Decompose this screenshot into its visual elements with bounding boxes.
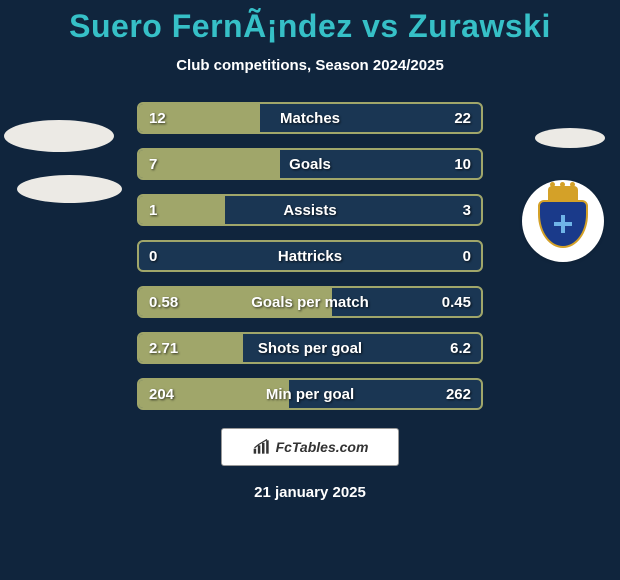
- branding-text: FcTables.com: [276, 439, 369, 455]
- stat-value-right: 22: [454, 104, 471, 132]
- stat-row: Goals7 10: [137, 148, 483, 180]
- stat-label: Matches: [139, 104, 481, 132]
- stat-label: Shots per goal: [139, 334, 481, 362]
- page-title: Suero FernÃ¡ndez vs Zurawski: [0, 8, 620, 45]
- stat-row: Shots per goal2.71 6.2: [137, 332, 483, 364]
- stat-value-left: 2.71: [149, 334, 178, 362]
- chart-icon: [252, 438, 272, 456]
- stat-label: Goals: [139, 150, 481, 178]
- footer-date: 21 january 2025: [0, 484, 620, 501]
- stat-value-left: 12: [149, 104, 166, 132]
- crest-icon: [538, 192, 588, 250]
- player-right-avatar-placeholder: [535, 128, 605, 148]
- stat-value-left: 0.58: [149, 288, 178, 316]
- player-left-avatar-placeholder-1: [4, 120, 114, 152]
- stat-label: Goals per match: [139, 288, 481, 316]
- stat-value-left: 1: [149, 196, 157, 224]
- stats-bars: Matches12 22 Goals7 10 Assists1 3 Hattricks0 0 G…: [137, 102, 483, 410]
- subtitle: Club competitions, Season 2024/2025: [0, 57, 620, 74]
- stat-value-left: 0: [149, 242, 157, 270]
- stat-value-right: 0: [463, 242, 471, 270]
- stat-value-right: 10: [454, 150, 471, 178]
- stat-value-right: 0.45: [442, 288, 471, 316]
- stat-value-right: 6.2: [450, 334, 471, 362]
- stat-label: Min per goal: [139, 380, 481, 408]
- stat-label: Assists: [139, 196, 481, 224]
- stat-row: Goals per match0.58 0.45: [137, 286, 483, 318]
- stat-value-right: 262: [446, 380, 471, 408]
- stat-row: Hattricks0 0: [137, 240, 483, 272]
- branding-badge[interactable]: FcTables.com: [221, 428, 399, 466]
- player-left-avatar-placeholder-2: [17, 175, 122, 203]
- stat-label: Hattricks: [139, 242, 481, 270]
- stat-value-left: 7: [149, 150, 157, 178]
- stat-row: Matches12 22: [137, 102, 483, 134]
- stat-row: Assists1 3: [137, 194, 483, 226]
- stat-value-left: 204: [149, 380, 174, 408]
- player-right-club-crest: [522, 180, 604, 262]
- stat-value-right: 3: [463, 196, 471, 224]
- comparison-card: Suero FernÃ¡ndez vs Zurawski Club compet…: [0, 0, 620, 580]
- stat-row: Min per goal204 262: [137, 378, 483, 410]
